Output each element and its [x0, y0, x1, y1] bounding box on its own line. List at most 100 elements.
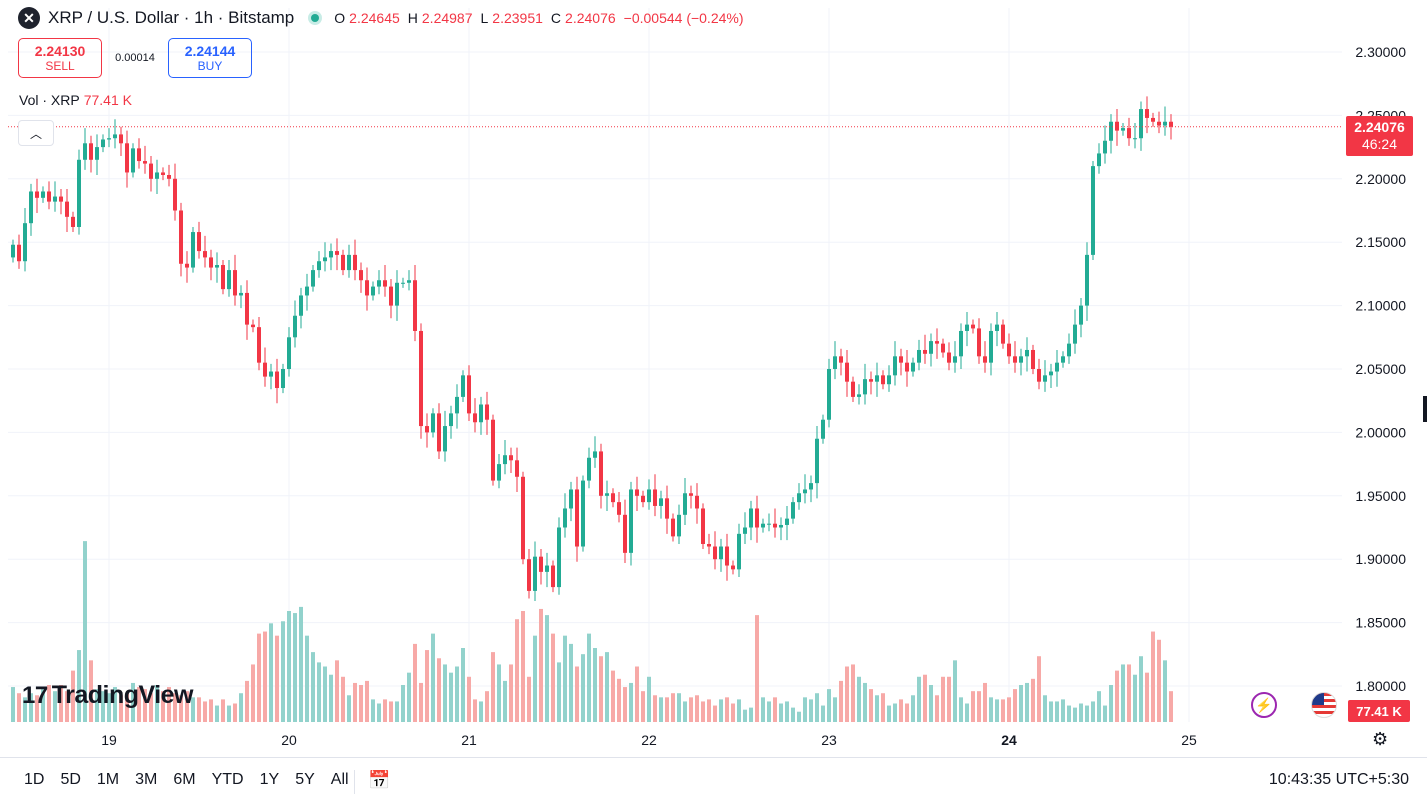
- market-status-icon[interactable]: [308, 11, 323, 25]
- ohlc-low-value: 2.23951: [492, 10, 543, 26]
- volume-legend[interactable]: Vol · XRP 77.41 K: [19, 92, 132, 108]
- volume-bar: [1151, 631, 1155, 722]
- candle-body: [227, 270, 231, 290]
- spread-value: 0.00014: [115, 52, 155, 64]
- volume-bar: [1049, 701, 1053, 722]
- volume-bar: [395, 701, 399, 722]
- range-1d-button[interactable]: 1D: [24, 771, 45, 788]
- candle-body: [1055, 362, 1059, 372]
- scroll-handle[interactable]: [1423, 396, 1427, 422]
- symbol-title[interactable]: XRP / U.S. Dollar · 1h · Bitstamp: [48, 8, 295, 27]
- volume-bar: [89, 660, 93, 722]
- volume-bar: [533, 635, 537, 722]
- volume-bar: [587, 633, 591, 722]
- volume-bar: [293, 613, 297, 722]
- volume-bar: [101, 691, 105, 722]
- range-6m-button[interactable]: 6M: [173, 771, 196, 788]
- volume-bar: [263, 631, 267, 722]
- candle-body: [143, 161, 147, 164]
- tradingview-logo[interactable]: 17 TradingView: [22, 681, 194, 710]
- candle-body: [593, 451, 597, 458]
- collapse-legend-button[interactable]: ︿: [18, 120, 54, 146]
- ohlc-open-value: 2.24645: [349, 10, 400, 26]
- candle-body: [41, 191, 45, 198]
- volume-bar: [179, 695, 183, 722]
- volume-legend-value: 77.41 K: [83, 92, 132, 108]
- volume-bar: [1055, 701, 1059, 722]
- candle-body: [221, 265, 225, 290]
- candle-body: [479, 404, 483, 423]
- candle-body: [1031, 349, 1035, 369]
- price-tick-label: 2.15000: [1355, 234, 1406, 250]
- gear-icon[interactable]: ⚙: [1372, 729, 1389, 749]
- volume-bar: [557, 662, 561, 722]
- range-5y-button[interactable]: 5Y: [295, 771, 315, 788]
- candle-body: [323, 257, 327, 262]
- candle-body: [713, 546, 717, 560]
- volume-bar: [1079, 703, 1083, 722]
- time-range-selector: 1D 5D 1M 3M 6M YTD 1Y 5Y All: [16, 771, 357, 789]
- price-chart[interactable]: 2.300002.250002.200002.150002.100002.050…: [0, 0, 1427, 757]
- candle-body: [809, 483, 813, 490]
- volume-bar: [23, 697, 27, 722]
- volume-bar: [113, 687, 117, 722]
- volume-bar: [791, 707, 795, 722]
- time-tick-label: 25: [1181, 732, 1197, 748]
- volume-bar: [503, 680, 507, 722]
- xrp-logo-icon[interactable]: ✕: [18, 7, 40, 29]
- range-ytd-button[interactable]: YTD: [211, 771, 244, 788]
- volume-bar: [257, 633, 261, 722]
- candle-body: [977, 328, 981, 357]
- candle-body: [683, 493, 687, 515]
- candle-body: [1037, 369, 1041, 382]
- candle-body: [155, 172, 159, 179]
- volume-bar: [983, 682, 987, 722]
- clock-timezone[interactable]: 10:43:35 UTC+5:30: [1268, 771, 1409, 788]
- volume-bar: [29, 693, 33, 722]
- buy-button[interactable]: 2.24144 BUY: [168, 38, 252, 78]
- range-1m-button[interactable]: 1M: [96, 771, 120, 788]
- volume-bar: [641, 691, 645, 722]
- tradingview-mark-icon: 17: [22, 681, 48, 709]
- time-tick-label: 24: [1001, 732, 1017, 748]
- lightning-icon[interactable]: ⚡: [1251, 692, 1277, 718]
- range-5d-button[interactable]: 5D: [60, 771, 81, 788]
- volume-bar: [707, 699, 711, 722]
- candle-body: [59, 196, 63, 202]
- volume-bar: [437, 658, 441, 722]
- candle-body: [1091, 166, 1095, 255]
- candle-body: [767, 523, 771, 525]
- candle-body: [509, 455, 513, 461]
- volume-bar: [647, 676, 651, 722]
- price-tick-label: 1.85000: [1355, 615, 1406, 631]
- toolbar-divider: [354, 770, 355, 794]
- volume-bar: [1037, 656, 1041, 722]
- candle-body: [317, 261, 321, 271]
- range-1y-button[interactable]: 1Y: [259, 771, 280, 788]
- candle-body: [71, 216, 75, 227]
- candle-body: [551, 565, 555, 588]
- candle-body: [257, 327, 261, 363]
- candle-body: [995, 324, 999, 331]
- sell-button[interactable]: 2.24130 SELL: [18, 38, 102, 78]
- candle-body: [791, 502, 795, 519]
- volume-bar: [779, 703, 783, 722]
- volume-bar: [311, 652, 315, 722]
- volume-bar: [305, 635, 309, 722]
- candle-body: [47, 191, 51, 202]
- range-all-button[interactable]: All: [330, 771, 349, 788]
- range-3m-button[interactable]: 3M: [135, 771, 158, 788]
- us-flag-icon[interactable]: [1311, 692, 1337, 718]
- volume-tag: 77.41 K: [1348, 700, 1410, 722]
- volume-bar: [599, 656, 603, 722]
- calendar-goto-icon[interactable]: 📅: [368, 770, 391, 790]
- volume-bar: [617, 678, 621, 722]
- candle-body: [959, 330, 963, 357]
- volume-bar: [821, 705, 825, 722]
- volume-bar: [797, 711, 801, 722]
- volume-bar: [725, 697, 729, 722]
- ohlc-high-label: H: [407, 10, 418, 26]
- bar-countdown: 46:24: [1361, 136, 1398, 152]
- candle-body: [1139, 109, 1143, 139]
- candle-body: [185, 263, 189, 268]
